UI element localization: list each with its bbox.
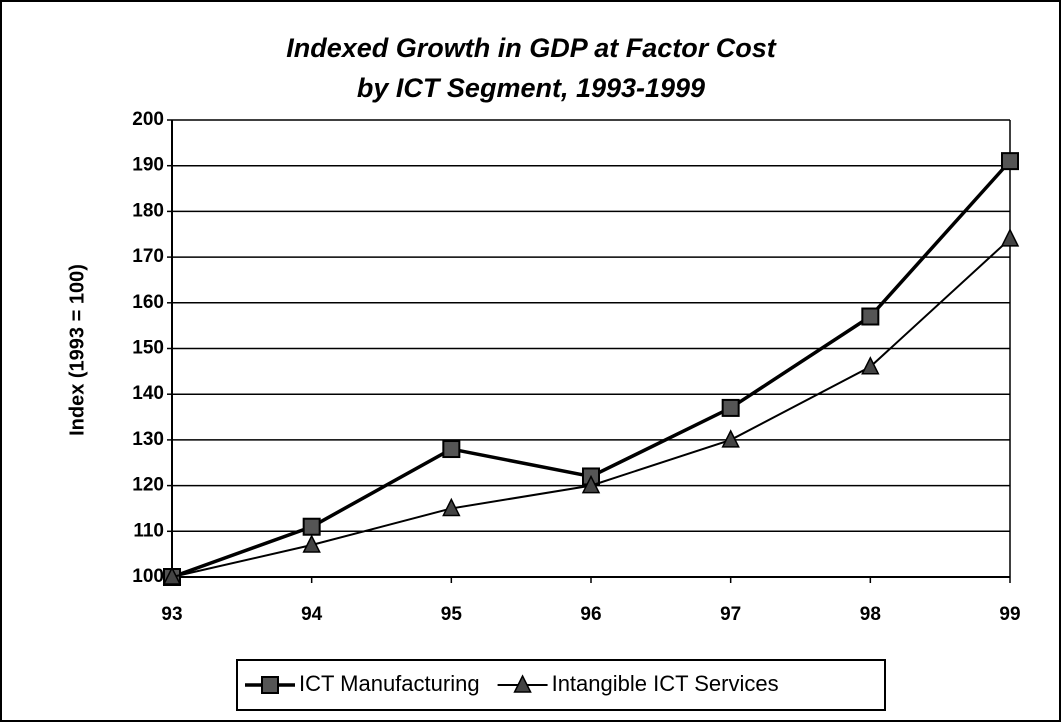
x-tick-label: 99: [999, 604, 1020, 625]
y-tick-label: 110: [133, 520, 164, 541]
marker-square: [442, 440, 461, 459]
x-tick-label: 95: [441, 604, 463, 625]
marker-square: [302, 517, 321, 536]
x-tick-label: 94: [301, 604, 323, 625]
y-tick-label: 190: [132, 155, 164, 176]
legend-box: [236, 659, 886, 711]
y-tick-label: 170: [132, 246, 164, 267]
chart-title: Indexed Growth in GDP at Factor Cost: [286, 33, 777, 63]
legend-label: Intangible ICT Services: [552, 671, 779, 696]
marker-square: [861, 307, 880, 326]
marker-triangle: [162, 566, 182, 585]
x-tick-label: 96: [580, 604, 601, 625]
y-tick-label: 120: [132, 475, 164, 496]
y-tick-label: 180: [132, 200, 164, 221]
marker-triangle: [1000, 228, 1020, 247]
marker-triangle: [442, 497, 461, 517]
x-tick-label: 97: [720, 604, 741, 625]
legend-marker: [513, 674, 532, 693]
x-tick-label: 93: [161, 604, 182, 625]
chart-subtitle: by ICT Segment, 1993-1999: [357, 73, 705, 103]
legend-marker: [261, 676, 279, 694]
marker-triangle: [721, 429, 740, 448]
x-tick-label: 98: [860, 604, 881, 625]
y-tick-label: 140: [132, 383, 164, 404]
marker-triangle: [302, 534, 321, 553]
marker-triangle: [581, 474, 601, 494]
legend-label: ICT Manufacturing: [299, 671, 480, 696]
y-axis-label: Index (1993 = 100): [66, 264, 88, 436]
y-tick-label: 100: [132, 566, 164, 587]
y-tick-label: 130: [132, 429, 164, 450]
marker-square: [721, 398, 740, 417]
marker-triangle: [861, 356, 880, 375]
y-tick-label: 150: [132, 338, 164, 359]
y-tick-label: 200: [132, 109, 164, 130]
marker-square: [1001, 152, 1019, 171]
y-tick-label: 160: [132, 292, 164, 313]
